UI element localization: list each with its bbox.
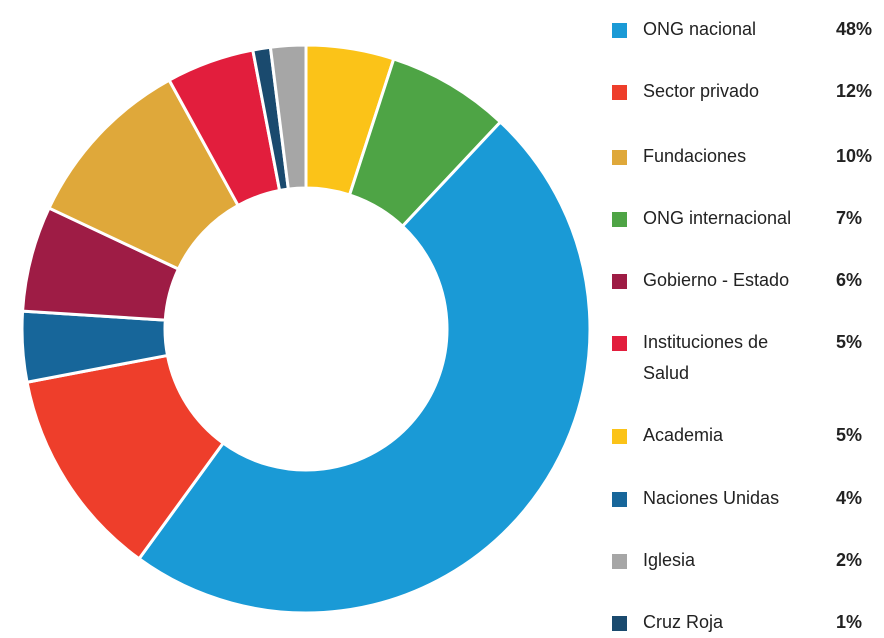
legend-swatch <box>612 274 627 289</box>
legend-value: 12% <box>836 81 873 101</box>
legend-value: 5% <box>836 425 863 445</box>
legend-label: Iglesia <box>643 550 696 570</box>
slice <box>268 43 308 191</box>
legend-value: 5% <box>836 332 863 352</box>
legend-swatch <box>612 85 627 100</box>
legend-label: Sector privado <box>643 81 760 101</box>
legend-label: ONG internacional <box>643 208 792 228</box>
legend-item: Academia 5% <box>612 425 862 451</box>
legend-value: 7% <box>836 208 863 228</box>
legend-label: Gobierno - Estado <box>643 270 790 290</box>
donut-chart <box>20 43 592 615</box>
legend-item: Gobierno - Estado 6% <box>612 270 862 296</box>
legend-item: ONG internacional 7% <box>612 208 862 234</box>
legend-value: 6% <box>836 270 863 290</box>
legend-item: ONG nacional 48% <box>612 19 872 45</box>
legend-item: Sector privado 12% <box>612 81 872 107</box>
legend-value: 2% <box>836 550 863 570</box>
legend-item: Iglesia 2% <box>612 550 862 576</box>
legend-value: 4% <box>836 488 863 508</box>
legend-swatch <box>612 336 627 351</box>
legend-item: Fundaciones 10% <box>612 146 872 172</box>
legend-item: Cruz Roja 1% <box>612 612 862 638</box>
legend-label: Naciones Unidas <box>643 488 780 508</box>
slice <box>137 120 592 615</box>
legend-value: 10% <box>836 146 873 166</box>
legend-value: 48% <box>836 19 873 39</box>
legend-label: Cruz Roja <box>643 612 724 632</box>
legend-value: 1% <box>836 612 863 632</box>
legend-swatch <box>612 554 627 569</box>
legend-swatch <box>612 492 627 507</box>
legend-swatch <box>612 150 627 165</box>
legend-label: Instituciones de Salud <box>643 332 769 383</box>
legend-item: Naciones Unidas 4% <box>612 488 862 514</box>
slice <box>25 353 225 561</box>
legend-label: Academia <box>643 425 724 445</box>
legend-label: Fundaciones <box>643 146 747 166</box>
legend-swatch <box>612 616 627 631</box>
legend-swatch <box>612 429 627 444</box>
legend-item: Instituciones de Salud 5% <box>612 332 862 389</box>
legend-swatch <box>612 23 627 38</box>
legend-label: ONG nacional <box>643 19 757 39</box>
legend-swatch <box>612 212 627 227</box>
